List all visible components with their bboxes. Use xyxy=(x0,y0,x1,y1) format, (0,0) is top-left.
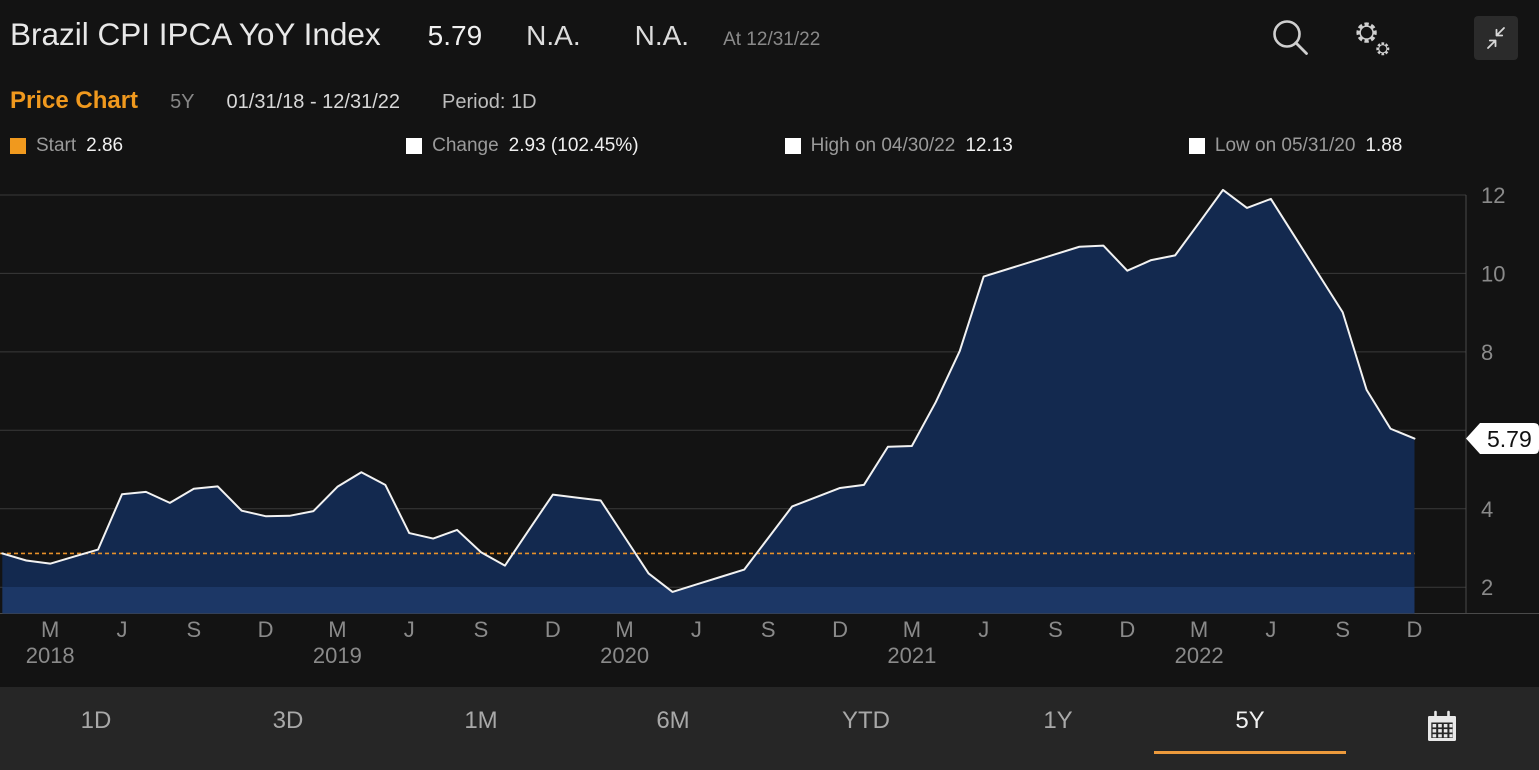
svg-text:5.79: 5.79 xyxy=(1487,426,1532,452)
svg-text:D: D xyxy=(545,617,561,642)
svg-text:M: M xyxy=(903,617,921,642)
svg-text:8: 8 xyxy=(1481,340,1493,365)
svg-text:12: 12 xyxy=(1481,183,1505,208)
svg-text:M: M xyxy=(41,617,59,642)
svg-text:S: S xyxy=(1335,617,1350,642)
svg-text:J: J xyxy=(117,617,128,642)
svg-text:D: D xyxy=(832,617,848,642)
svg-text:2019: 2019 xyxy=(313,643,362,668)
svg-text:D: D xyxy=(258,617,274,642)
svg-text:J: J xyxy=(978,617,989,642)
svg-text:M: M xyxy=(328,617,346,642)
svg-text:2021: 2021 xyxy=(887,643,936,668)
svg-text:D: D xyxy=(1119,617,1135,642)
svg-text:2018: 2018 xyxy=(26,643,75,668)
svg-text:S: S xyxy=(474,617,489,642)
svg-text:10: 10 xyxy=(1481,261,1505,286)
svg-text:S: S xyxy=(761,617,776,642)
svg-text:M: M xyxy=(1190,617,1208,642)
svg-text:J: J xyxy=(691,617,702,642)
svg-text:S: S xyxy=(186,617,201,642)
svg-text:S: S xyxy=(1048,617,1063,642)
svg-text:2022: 2022 xyxy=(1175,643,1224,668)
svg-text:J: J xyxy=(1265,617,1276,642)
svg-text:2: 2 xyxy=(1481,575,1493,600)
svg-text:D: D xyxy=(1407,617,1423,642)
svg-text:2020: 2020 xyxy=(600,643,649,668)
svg-text:J: J xyxy=(404,617,415,642)
svg-text:M: M xyxy=(615,617,633,642)
svg-text:4: 4 xyxy=(1481,497,1493,522)
